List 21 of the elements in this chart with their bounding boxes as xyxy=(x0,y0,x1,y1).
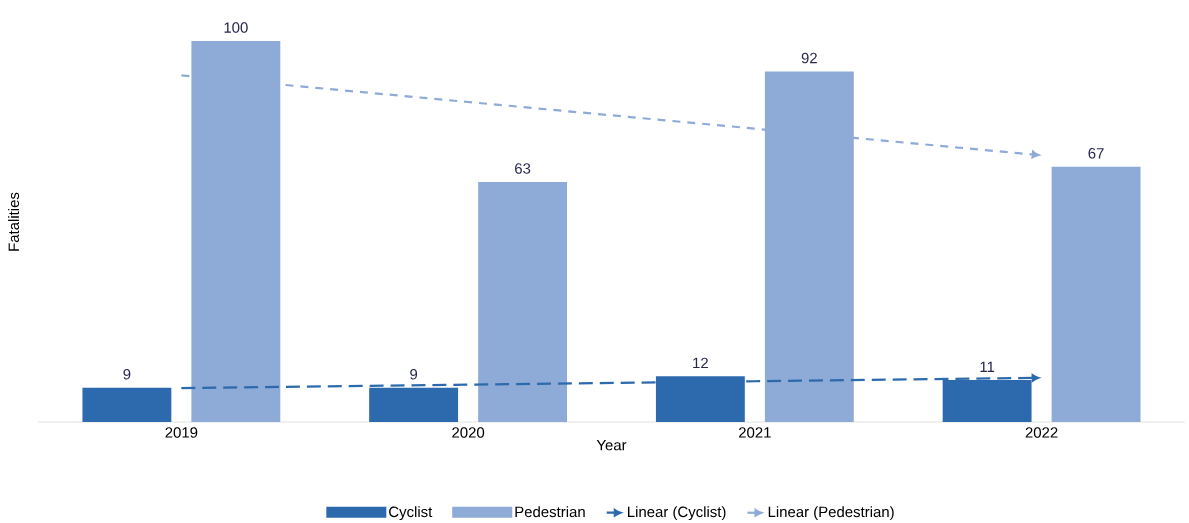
data-label: 9 xyxy=(123,368,131,380)
x-tick-label: 2020 xyxy=(452,427,485,438)
y-axis-title: Fatalities xyxy=(8,192,20,251)
x-axis-title: Year xyxy=(596,439,627,451)
bar xyxy=(478,182,568,422)
bar xyxy=(82,387,172,422)
data-label: 11 xyxy=(980,361,995,372)
x-tick-label: 2021 xyxy=(738,427,771,438)
x-tick-label: 2019 xyxy=(165,427,198,438)
x-tick-label: 2022 xyxy=(1025,427,1058,438)
data-label: 92 xyxy=(801,52,817,64)
data-label: 12 xyxy=(693,357,708,369)
data-label: 100 xyxy=(224,22,248,33)
legend-label: Cyclist xyxy=(389,506,433,521)
legend-label: Linear (Cyclist) xyxy=(628,506,726,521)
legend-label: Pedestrian xyxy=(515,506,585,518)
data-label: 9 xyxy=(410,368,418,380)
data-label: 67 xyxy=(1088,148,1104,159)
legend-label: Linear (Pedestrian) xyxy=(768,506,894,521)
bar xyxy=(1051,166,1141,422)
data-label: 63 xyxy=(515,163,531,174)
